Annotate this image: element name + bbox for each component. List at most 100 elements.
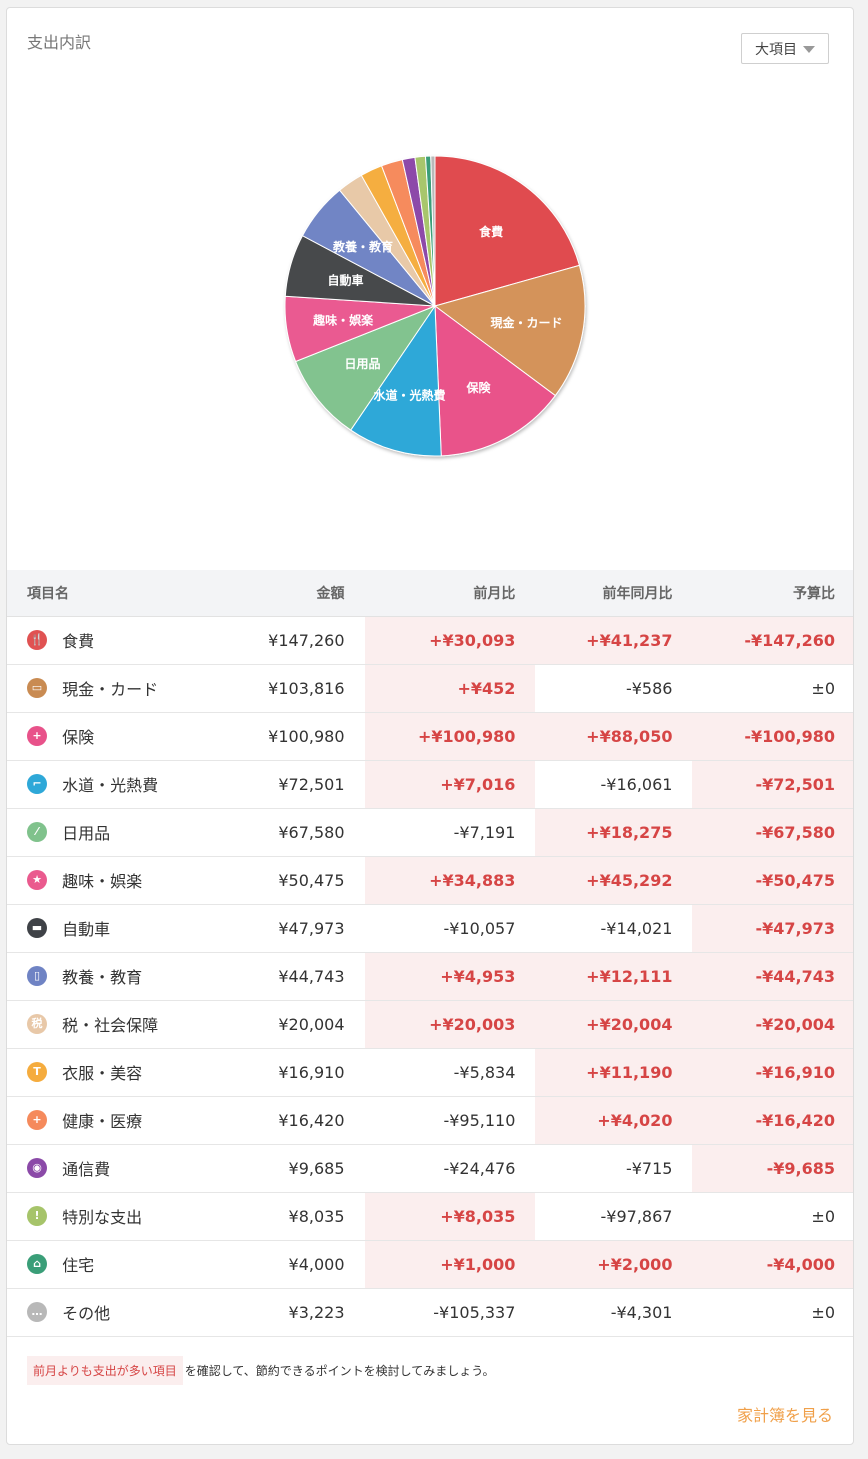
category-cell: ⌐ 水道・光熱費 <box>7 760 220 809</box>
leaf-icon: ⁄ <box>27 822 47 842</box>
header-month-over-month: 前月比 <box>364 570 536 617</box>
budget-cell: ±0 <box>692 1192 853 1241</box>
amount-cell: ¥103,816 <box>219 664 365 713</box>
month-over-month-cell: -¥10,057 <box>364 904 536 953</box>
category-cell: + 健康・医療 <box>7 1096 220 1145</box>
table-row[interactable]: ⌂ 住宅 ¥4,000 +¥1,000 +¥2,000 -¥4,000 <box>7 1240 853 1289</box>
pie-slice[interactable] <box>430 155 436 307</box>
month-over-month-cell: +¥1,000 <box>364 1240 536 1289</box>
budget-cell: -¥47,973 <box>692 904 853 953</box>
category-level-dropdown[interactable]: 大項目 <box>741 33 829 64</box>
category-cell: ⁄ 日用品 <box>7 808 220 857</box>
year-over-year-cell: +¥18,275 <box>535 808 693 857</box>
pie-slice-label: 保険 <box>465 380 491 395</box>
book-icon: ▯ <box>27 966 47 986</box>
table-row[interactable]: + 保険 ¥100,980 +¥100,980 +¥88,050 -¥100,9… <box>7 712 853 761</box>
pie-slice-label: 水道・光熱費 <box>374 387 446 402</box>
table-row[interactable]: ! 特別な支出 ¥8,035 +¥8,035 -¥97,867 ±0 <box>7 1192 853 1241</box>
month-over-month-cell: +¥4,953 <box>364 952 536 1001</box>
month-over-month-cell: +¥30,093 <box>364 616 536 665</box>
category-cell: ! 特別な支出 <box>7 1192 220 1241</box>
month-over-month-cell: +¥452 <box>364 664 536 713</box>
year-over-year-cell: -¥14,021 <box>535 904 693 953</box>
budget-cell: -¥16,910 <box>692 1048 853 1097</box>
month-over-month-cell: -¥105,337 <box>364 1288 536 1337</box>
pie-slice-label: 自動車 <box>328 273 364 288</box>
table-row[interactable]: 税 税・社会保障 ¥20,004 +¥20,003 +¥20,004 -¥20,… <box>7 1000 853 1049</box>
amount-cell: ¥100,980 <box>219 712 365 761</box>
pie-slice[interactable] <box>433 264 586 397</box>
over-spend-link[interactable]: 前月よりも支出が多い項目 <box>27 1356 183 1385</box>
table-row[interactable]: ▬ 自動車 ¥47,973 -¥10,057 -¥14,021 -¥47,973 <box>7 904 853 953</box>
month-over-month-cell: -¥95,110 <box>364 1096 536 1145</box>
pie-slice[interactable] <box>434 155 581 307</box>
year-over-year-cell: +¥12,111 <box>535 952 693 1001</box>
pie-slice-label: 趣味・娯楽 <box>312 313 374 328</box>
card-title: 支出内訳 <box>27 33 92 52</box>
year-over-year-cell: +¥20,004 <box>535 1000 693 1049</box>
year-over-year-cell: +¥88,050 <box>535 712 693 761</box>
category-cell: ▭ 現金・カード <box>7 664 220 713</box>
chevron-down-icon <box>803 46 815 53</box>
category-name: 衣服・美容 <box>62 1064 143 1083</box>
pie-slice-label: 食費 <box>478 224 503 239</box>
table-row[interactable]: ★ 趣味・娯楽 ¥50,475 +¥34,883 +¥45,292 -¥50,4… <box>7 856 853 905</box>
category-cell: + 保険 <box>7 712 220 761</box>
month-over-month-cell: -¥5,834 <box>364 1048 536 1097</box>
exclamation-icon: ! <box>27 1206 47 1226</box>
category-name: その他 <box>62 1304 111 1323</box>
pie-slice[interactable] <box>295 304 437 431</box>
dropdown-label: 大項目 <box>755 41 797 58</box>
budget-cell: -¥147,260 <box>692 616 853 665</box>
pie-slice[interactable] <box>434 304 557 457</box>
category-name: 自動車 <box>62 920 111 939</box>
budget-cell: -¥100,980 <box>692 712 853 761</box>
category-cell: ▯ 教養・教育 <box>7 952 220 1001</box>
amount-cell: ¥50,475 <box>219 856 365 905</box>
category-cell: 税 税・社会保障 <box>7 1000 220 1049</box>
expense-table: 項目名 金額 前月比 前年同月比 予算比 🍴 食費 ¥147,260 +¥30,… <box>7 570 853 1337</box>
faucet-icon: ⌐ <box>27 774 47 794</box>
category-name: 趣味・娯楽 <box>62 872 143 891</box>
amount-cell: ¥44,743 <box>219 952 365 1001</box>
pie-slice-label: 日用品 <box>344 357 380 371</box>
category-name: 日用品 <box>62 824 111 843</box>
month-over-month-cell: +¥34,883 <box>364 856 536 905</box>
antenna-icon: ◉ <box>27 1158 47 1178</box>
medical-kit-icon: + <box>27 726 47 746</box>
month-over-month-cell: +¥7,016 <box>364 760 536 809</box>
year-over-year-cell: +¥11,190 <box>535 1048 693 1097</box>
table-row[interactable]: ▯ 教養・教育 ¥44,743 +¥4,953 +¥12,111 -¥44,74… <box>7 952 853 1001</box>
shirt-icon: T <box>27 1062 47 1082</box>
header-budget: 予算比 <box>692 570 853 617</box>
year-over-year-cell: -¥4,301 <box>535 1288 693 1337</box>
pie-slice[interactable] <box>350 304 442 457</box>
category-name: 特別な支出 <box>62 1208 143 1227</box>
header-amount: 金額 <box>219 570 365 617</box>
table-row[interactable]: 🍴 食費 ¥147,260 +¥30,093 +¥41,237 -¥147,26… <box>7 616 853 665</box>
category-cell: ▬ 自動車 <box>7 904 220 953</box>
category-cell: ⌂ 住宅 <box>7 1240 220 1289</box>
table-row[interactable]: ▭ 現金・カード ¥103,816 +¥452 -¥586 ±0 <box>7 664 853 713</box>
category-cell: … その他 <box>7 1288 220 1337</box>
amount-cell: ¥3,223 <box>219 1288 365 1337</box>
amount-cell: ¥20,004 <box>219 1000 365 1049</box>
table-row[interactable]: ◉ 通信費 ¥9,685 -¥24,476 -¥715 -¥9,685 <box>7 1144 853 1193</box>
pie-slice-label: 教養・教育 <box>332 239 393 254</box>
month-over-month-cell: -¥7,191 <box>364 808 536 857</box>
table-row[interactable]: T 衣服・美容 ¥16,910 -¥5,834 +¥11,190 -¥16,91… <box>7 1048 853 1097</box>
table-row[interactable]: + 健康・医療 ¥16,420 -¥95,110 +¥4,020 -¥16,42… <box>7 1096 853 1145</box>
table-row[interactable]: ⁄ 日用品 ¥67,580 -¥7,191 +¥18,275 -¥67,580 <box>7 808 853 857</box>
amount-cell: ¥72,501 <box>219 760 365 809</box>
category-cell: T 衣服・美容 <box>7 1048 220 1097</box>
budget-cell: -¥9,685 <box>692 1144 853 1193</box>
medical-cross-icon: + <box>27 1110 47 1130</box>
budget-cell: -¥67,580 <box>692 808 853 857</box>
table-row[interactable]: ⌐ 水道・光熱費 ¥72,501 +¥7,016 -¥16,061 -¥72,5… <box>7 760 853 809</box>
year-over-year-cell: +¥4,020 <box>535 1096 693 1145</box>
amount-cell: ¥8,035 <box>219 1192 365 1241</box>
table-row[interactable]: … その他 ¥3,223 -¥105,337 -¥4,301 ±0 <box>7 1288 853 1337</box>
view-household-book-link[interactable]: 家計簿を見る <box>736 1406 833 1425</box>
category-name: 住宅 <box>62 1256 95 1275</box>
